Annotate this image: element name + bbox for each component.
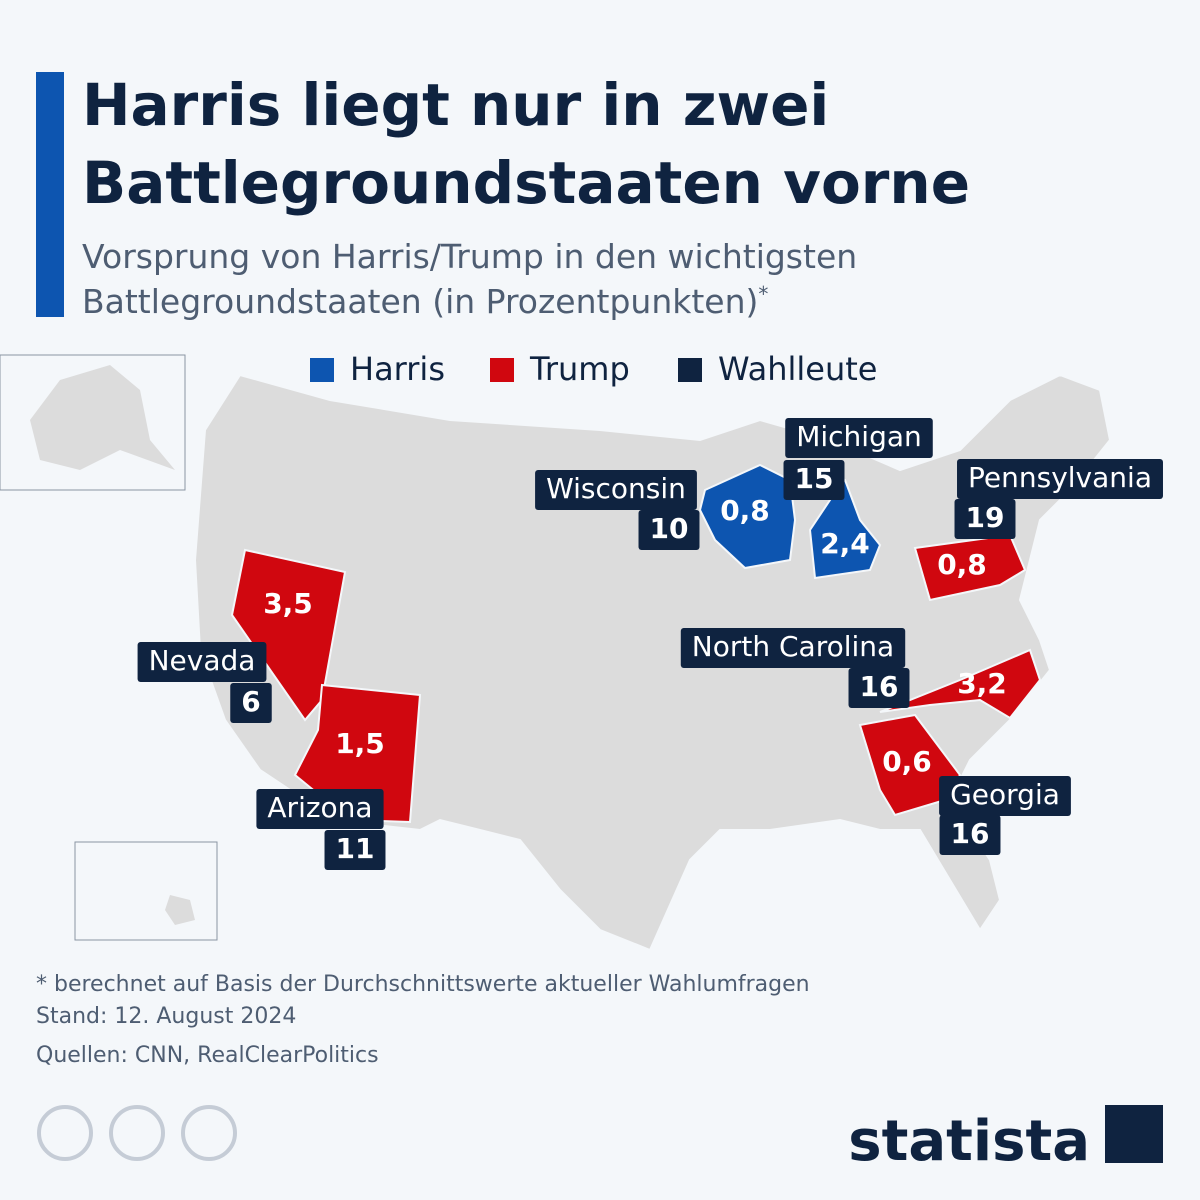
electors: 15 <box>795 462 834 495</box>
electors: 19 <box>966 501 1005 534</box>
state-name: Michigan <box>796 420 922 453</box>
electors-box <box>954 499 1016 539</box>
icon <box>181 1105 237 1161</box>
electors: 11 <box>336 832 375 865</box>
sources: Quellen: CNN, RealClearPolitics <box>36 1043 379 1068</box>
title-line: Harris liegt nur in zwei <box>82 71 829 139</box>
electors: 6 <box>241 685 260 718</box>
electors-box <box>638 510 700 550</box>
legend-label: Wahlleute <box>718 350 877 388</box>
icon <box>37 1105 93 1161</box>
state-shape <box>807 468 882 580</box>
electors-box <box>324 830 386 870</box>
cc-icons <box>37 1105 237 1161</box>
margin-label: 0,8 <box>720 494 770 527</box>
state-name-box <box>256 789 384 829</box>
electors-box <box>230 683 272 723</box>
electors-box <box>783 460 845 500</box>
margin-label: 3,5 <box>263 587 313 620</box>
title-line: Battlegroundstaaten vorne <box>82 149 970 217</box>
state-shape <box>698 463 797 570</box>
state-name-box <box>680 628 906 668</box>
state-name-box <box>957 459 1163 499</box>
date: Stand: 12. August 2024 <box>36 1004 296 1029</box>
state-name: Arizona <box>267 791 372 824</box>
margin-label: 3,2 <box>957 667 1007 700</box>
margin-label: 0,6 <box>882 745 932 778</box>
state-name-box <box>785 418 933 458</box>
state-name-box <box>939 776 1071 816</box>
state-name: North Carolina <box>692 630 894 663</box>
margin-label: 0,8 <box>937 548 987 581</box>
brand-icon <box>1105 1105 1163 1163</box>
state-name: Wisconsin <box>546 472 686 505</box>
alaska <box>30 365 175 470</box>
state-name: Georgia <box>950 778 1060 811</box>
electors-box <box>848 668 910 708</box>
electors-box <box>939 815 1001 855</box>
subtitle-line: Vorsprung von Harris/Trump in den wichti… <box>82 237 857 276</box>
hawaii-box <box>74 841 218 941</box>
alaska-box <box>0 354 186 491</box>
electors: 10 <box>650 512 689 545</box>
margin-label: 1,5 <box>335 727 385 760</box>
margin-label: 2,4 <box>820 527 870 560</box>
state-shape <box>879 648 1042 720</box>
state-name: Pennsylvania <box>968 461 1152 494</box>
legend-label: Trump <box>529 350 630 388</box>
brand: statista <box>848 1109 1090 1174</box>
state-name-box <box>137 642 267 682</box>
hawaii <box>165 895 195 925</box>
us-outline <box>193 373 1112 952</box>
legend-label: Harris <box>350 350 445 388</box>
state-name: Nevada <box>149 644 256 677</box>
electors: 16 <box>951 817 990 850</box>
footnote: * berechnet auf Basis der Durchschnittsw… <box>36 972 810 997</box>
state-name-box <box>535 470 697 510</box>
legend-swatch <box>490 358 514 382</box>
icon <box>109 1105 165 1161</box>
legend-swatch <box>310 358 334 382</box>
map <box>0 354 1112 952</box>
electors: 16 <box>860 670 899 703</box>
accent-bar <box>36 72 64 317</box>
labels: 0,8 Wisconsin 10 2,4 Michigan 15 0,8 Pennsylvan… <box>137 418 1163 870</box>
state-shape <box>230 548 347 722</box>
subtitle-line: Battlegroundstaaten (in Prozentpunkten)* <box>82 282 768 321</box>
subtitle-text: Battlegroundstaaten (in Prozentpunkten) <box>82 282 758 321</box>
states <box>230 463 1042 824</box>
subtitle-mark: * <box>758 282 768 306</box>
legend-swatch <box>678 358 702 382</box>
